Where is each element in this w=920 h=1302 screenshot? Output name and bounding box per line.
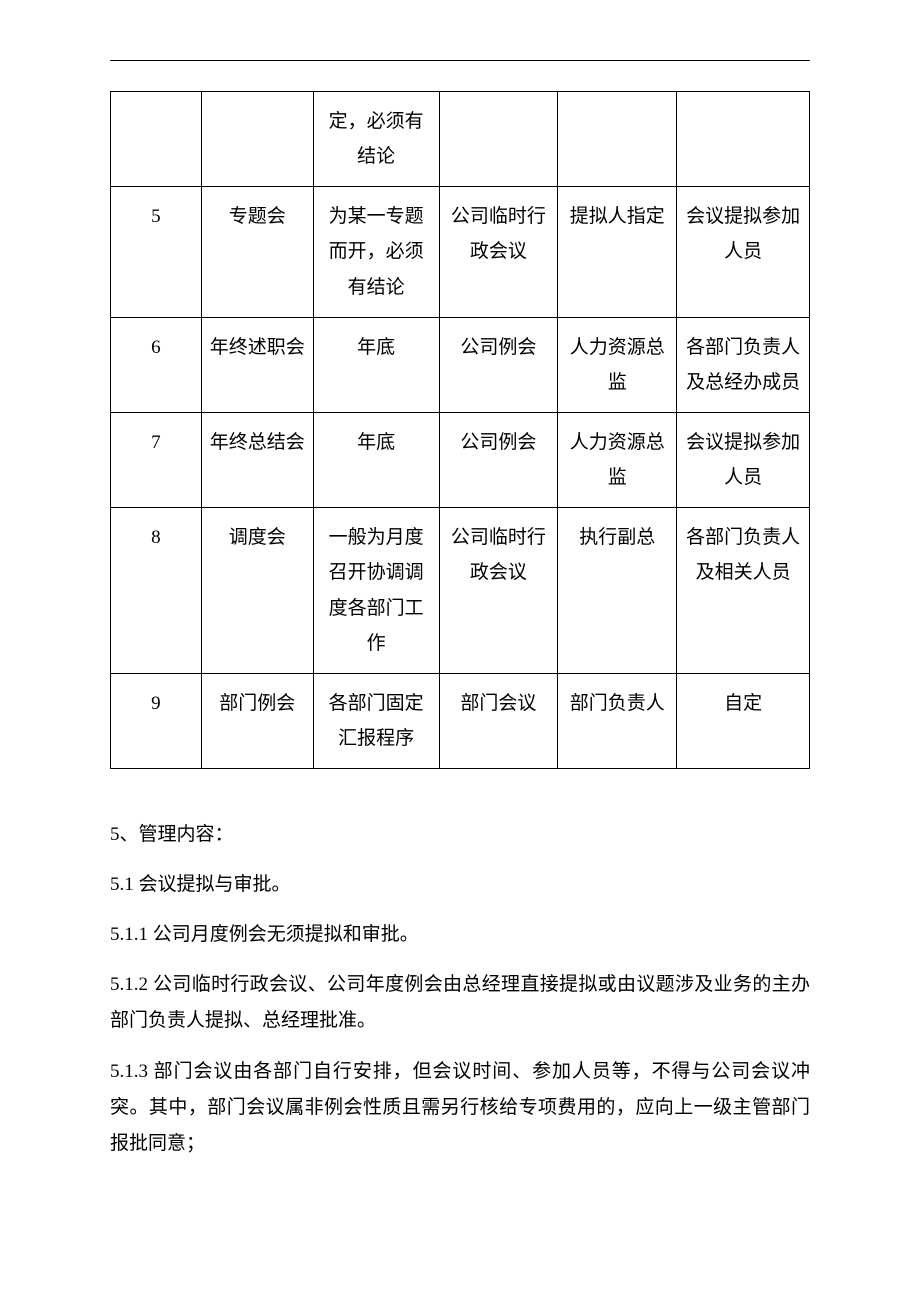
table-cell: 部门会议: [439, 673, 558, 768]
table-cell: 年底: [313, 412, 439, 507]
paragraph: 5.1.1 公司月度例会无须提拟和审批。: [110, 917, 810, 953]
table-cell: 人力资源总监: [558, 412, 677, 507]
paragraph: 5.1.3 部门会议由各部门自行安排，但会议时间、参加人员等，不得与公司会议冲突…: [110, 1054, 810, 1162]
table-cell: 定，必须有结论: [313, 92, 439, 187]
table-cell: 8: [111, 508, 202, 674]
table-cell: 执行副总: [558, 508, 677, 674]
table-cell: 调度会: [201, 508, 313, 674]
meeting-table: 定，必须有结论 5 专题会 为某一专题而开，必须有结论 公司临时行政会议 提拟人…: [110, 91, 810, 769]
table-cell: 各部门固定汇报程序: [313, 673, 439, 768]
table-cell: 公司临时行政会议: [439, 508, 558, 674]
table-cell: [677, 92, 810, 187]
header-rule: [110, 60, 810, 61]
table-row: 7 年终总结会 年底 公司例会 人力资源总监 会议提拟参加人员: [111, 412, 810, 507]
table-cell: 自定: [677, 673, 810, 768]
document-page: 定，必须有结论 5 专题会 为某一专题而开，必须有结论 公司临时行政会议 提拟人…: [0, 0, 920, 1302]
table-row: 9 部门例会 各部门固定汇报程序 部门会议 部门负责人 自定: [111, 673, 810, 768]
table-cell: [439, 92, 558, 187]
table-cell: 公司例会: [439, 412, 558, 507]
table-cell: 各部门负责人及相关人员: [677, 508, 810, 674]
table-row: 5 专题会 为某一专题而开，必须有结论 公司临时行政会议 提拟人指定 会议提拟参…: [111, 187, 810, 317]
paragraph: 5.1.2 公司临时行政会议、公司年度例会由总经理直接提拟或由议题涉及业务的主办…: [110, 967, 810, 1039]
table-cell: 会议提拟参加人员: [677, 187, 810, 317]
table-cell: 为某一专题而开，必须有结论: [313, 187, 439, 317]
table-cell: 年底: [313, 317, 439, 412]
table-cell: 年终述职会: [201, 317, 313, 412]
table-cell: 公司例会: [439, 317, 558, 412]
table-cell: 6: [111, 317, 202, 412]
table-row: 6 年终述职会 年底 公司例会 人力资源总监 各部门负责人及总经办成员: [111, 317, 810, 412]
table-cell: 年终总结会: [201, 412, 313, 507]
table-cell: [558, 92, 677, 187]
table-cell: 公司临时行政会议: [439, 187, 558, 317]
table-cell: 部门例会: [201, 673, 313, 768]
table-cell: 5: [111, 187, 202, 317]
table-cell: 提拟人指定: [558, 187, 677, 317]
paragraph: 5、管理内容：: [110, 817, 810, 853]
table-cell: 9: [111, 673, 202, 768]
table-cell: 7: [111, 412, 202, 507]
table-cell: 人力资源总监: [558, 317, 677, 412]
table-cell: [111, 92, 202, 187]
table-cell: 会议提拟参加人员: [677, 412, 810, 507]
table-cell: 专题会: [201, 187, 313, 317]
table-row: 8 调度会 一般为月度召开协调调度各部门工作 公司临时行政会议 执行副总 各部门…: [111, 508, 810, 674]
table-cell: 各部门负责人及总经办成员: [677, 317, 810, 412]
table-cell: [201, 92, 313, 187]
paragraph: 5.1 会议提拟与审批。: [110, 867, 810, 903]
table-row: 定，必须有结论: [111, 92, 810, 187]
body-text: 5、管理内容： 5.1 会议提拟与审批。 5.1.1 公司月度例会无须提拟和审批…: [110, 817, 810, 1162]
table-cell: 一般为月度召开协调调度各部门工作: [313, 508, 439, 674]
table-cell: 部门负责人: [558, 673, 677, 768]
